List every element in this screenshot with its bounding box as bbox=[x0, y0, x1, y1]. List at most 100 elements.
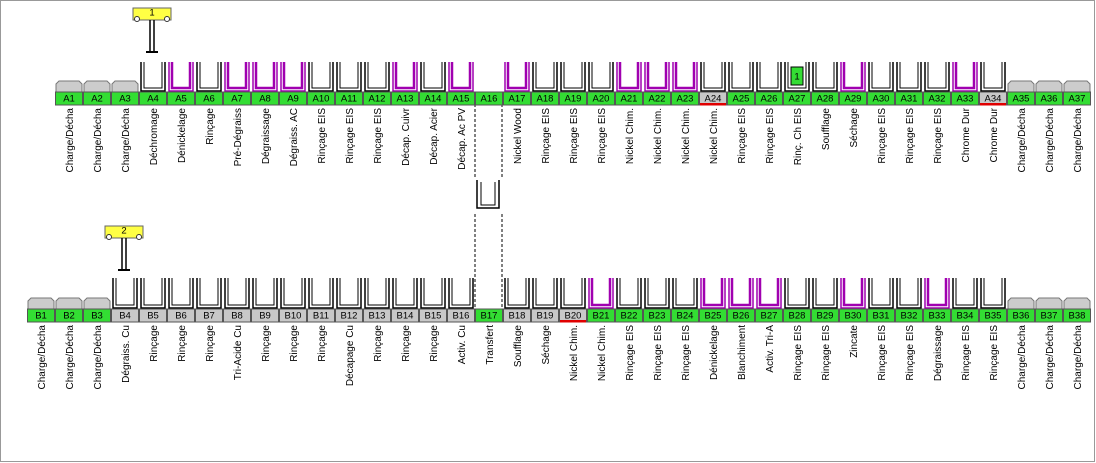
station-tile[interactable] bbox=[223, 91, 251, 106]
station-tile[interactable] bbox=[587, 308, 615, 323]
station-id: B23 bbox=[649, 311, 666, 322]
station: A11 Rinçage EIS bbox=[335, 62, 363, 164]
station-tile[interactable] bbox=[335, 91, 363, 106]
station-label: Nickel Chim. bbox=[709, 108, 720, 164]
station-tile[interactable] bbox=[615, 91, 643, 106]
station-tile[interactable] bbox=[447, 308, 475, 323]
station-tile[interactable] bbox=[783, 91, 811, 106]
station-tile[interactable] bbox=[1063, 308, 1091, 323]
station-tile[interactable] bbox=[643, 308, 671, 323]
station-tile[interactable] bbox=[559, 91, 587, 106]
station-tile[interactable] bbox=[167, 91, 195, 106]
station-tile[interactable] bbox=[503, 308, 531, 323]
station-label: Rinçage EIS bbox=[765, 108, 776, 164]
tank-outer bbox=[336, 278, 362, 309]
tank-outer bbox=[644, 62, 670, 92]
station-tile[interactable] bbox=[867, 91, 895, 106]
station-tile[interactable] bbox=[279, 308, 307, 323]
station-tile[interactable] bbox=[111, 91, 139, 106]
station-tile[interactable] bbox=[447, 91, 475, 106]
station-tile[interactable] bbox=[1063, 91, 1091, 106]
station-tile[interactable] bbox=[783, 308, 811, 323]
station-id: A28 bbox=[817, 94, 834, 105]
station-tile[interactable] bbox=[363, 91, 391, 106]
station-tile[interactable] bbox=[195, 308, 223, 323]
station-tile[interactable] bbox=[391, 91, 419, 106]
station-tile[interactable] bbox=[307, 91, 335, 106]
station-tile[interactable] bbox=[531, 308, 559, 323]
load-station bbox=[1063, 80, 1091, 92]
tank-inner bbox=[730, 278, 752, 307]
station-tile[interactable] bbox=[643, 91, 671, 106]
station-id: B5 bbox=[147, 311, 159, 322]
station-tile[interactable] bbox=[839, 91, 867, 106]
tank-inner bbox=[563, 62, 583, 89]
station-tile[interactable] bbox=[671, 91, 699, 106]
station-tile[interactable] bbox=[195, 91, 223, 106]
station-tile[interactable] bbox=[419, 308, 447, 323]
station-tile[interactable] bbox=[1035, 91, 1063, 106]
station-tile[interactable] bbox=[139, 308, 167, 323]
tank-inner bbox=[731, 62, 751, 89]
station-tile[interactable] bbox=[1035, 308, 1063, 323]
station-tile[interactable] bbox=[587, 91, 615, 106]
station-id: B20 bbox=[565, 311, 582, 322]
station-tile[interactable] bbox=[27, 308, 55, 323]
station: A37 Charge/Décha bbox=[1063, 80, 1091, 172]
station: B37 Charge/Décha bbox=[1035, 297, 1063, 389]
station-tile[interactable] bbox=[671, 308, 699, 323]
station-tile[interactable] bbox=[335, 308, 363, 323]
station-tile[interactable] bbox=[1007, 91, 1035, 106]
station-tile[interactable] bbox=[167, 308, 195, 323]
station-tile[interactable] bbox=[811, 308, 839, 323]
station-tile[interactable] bbox=[83, 308, 111, 323]
station: A1 Charge/Décha bbox=[55, 80, 83, 172]
station-tile[interactable] bbox=[251, 308, 279, 323]
station-tile[interactable] bbox=[923, 91, 951, 106]
station-tile[interactable] bbox=[503, 91, 531, 106]
station-tile[interactable] bbox=[363, 308, 391, 323]
station-tile[interactable] bbox=[55, 308, 83, 323]
station-tile[interactable] bbox=[951, 91, 979, 106]
station-tile[interactable] bbox=[223, 308, 251, 323]
station-tile[interactable] bbox=[475, 308, 503, 323]
station-tile[interactable] bbox=[307, 308, 335, 323]
station-tile[interactable] bbox=[895, 91, 923, 106]
station: A18 Rinçage EIS bbox=[531, 62, 559, 164]
station-id: B9 bbox=[259, 311, 271, 322]
station-label: Séchage bbox=[849, 108, 860, 148]
station-tile[interactable] bbox=[923, 308, 951, 323]
station-tile[interactable] bbox=[727, 308, 755, 323]
station-tile[interactable] bbox=[615, 308, 643, 323]
station-label: Décapage Cu bbox=[345, 325, 356, 386]
station-tile[interactable] bbox=[699, 308, 727, 323]
station-tile[interactable] bbox=[811, 91, 839, 106]
station: B22 Rinçage EIS bbox=[615, 278, 643, 381]
station-tile[interactable] bbox=[391, 308, 419, 323]
station-tile[interactable] bbox=[951, 308, 979, 323]
station-tile[interactable] bbox=[727, 91, 755, 106]
station-tile[interactable] bbox=[111, 308, 139, 323]
station-tile[interactable] bbox=[55, 91, 83, 106]
station-tile[interactable] bbox=[755, 91, 783, 106]
station-label: Rinçage bbox=[177, 325, 188, 362]
station-tile[interactable] bbox=[475, 91, 503, 106]
station-tile[interactable] bbox=[979, 308, 1007, 323]
tank-inner bbox=[899, 278, 919, 306]
station-tile[interactable] bbox=[531, 91, 559, 106]
station-tile[interactable] bbox=[867, 308, 895, 323]
hoist-wheel bbox=[134, 16, 140, 22]
station-tile[interactable] bbox=[895, 308, 923, 323]
station-tile[interactable] bbox=[83, 91, 111, 106]
load-station bbox=[1063, 297, 1091, 309]
station: B30 Zincate bbox=[839, 278, 867, 358]
station: A17 Nickel Wood bbox=[503, 62, 531, 164]
station-tile[interactable] bbox=[279, 91, 307, 106]
station-tile[interactable] bbox=[1007, 308, 1035, 323]
station-id: A36 bbox=[1041, 94, 1058, 105]
station-tile[interactable] bbox=[419, 91, 447, 106]
station-tile[interactable] bbox=[139, 91, 167, 106]
station-tile[interactable] bbox=[755, 308, 783, 323]
station-tile[interactable] bbox=[251, 91, 279, 106]
station-tile[interactable] bbox=[839, 308, 867, 323]
